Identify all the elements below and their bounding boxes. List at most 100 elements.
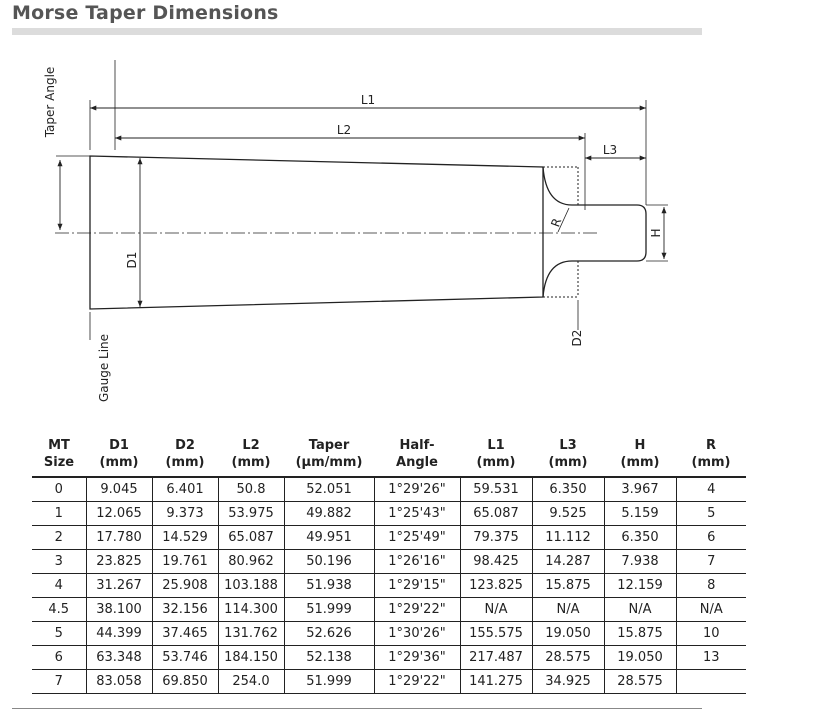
table-cell: 1°25'49"	[373, 525, 461, 550]
table-cell: 50.196	[283, 549, 375, 574]
column-header: D1 (mm)	[86, 432, 152, 477]
h-label: H	[649, 228, 663, 237]
table-cell: 9.525	[531, 501, 605, 526]
l2-label: L2	[337, 123, 351, 137]
table-cell: 51.999	[283, 669, 375, 694]
table-cell: 8	[675, 573, 746, 598]
table-cell: 17.780	[85, 525, 153, 550]
table-cell: 1°29'36"	[373, 645, 461, 670]
table-cell: N/A	[603, 597, 677, 622]
table-cell: 98.425	[459, 549, 533, 574]
table-row: 4 31.267 25.908 103.188 51.938 1°29'15" 123.82…	[32, 573, 746, 598]
table-cell: N/A	[675, 597, 746, 622]
table-cell: 52.051	[283, 476, 375, 502]
table-row: 4.5 38.100 32.156 114.300 51.999 1°29'22" N/A N…	[32, 597, 746, 622]
column-header-line: Angle	[396, 455, 438, 470]
table-cell: 103.188	[217, 573, 285, 598]
table-cell: 1°29'22"	[373, 597, 461, 622]
table-cell: 53.975	[217, 501, 285, 526]
table-cell: 32.156	[151, 597, 219, 622]
table-cell: 9.373	[151, 501, 219, 526]
table-cell: 52.626	[283, 621, 375, 646]
table-cell: 1	[32, 501, 87, 526]
table-cell: 65.087	[217, 525, 285, 550]
column-header-line: Half-	[399, 438, 435, 453]
table-row: 5 44.399 37.465 131.762 52.626 1°30'26" 155.57…	[32, 621, 746, 646]
table-cell: 25.908	[151, 573, 219, 598]
column-header-line: H	[634, 438, 646, 453]
table-cell: 19.050	[603, 645, 677, 670]
table-cell: 1°29'26"	[373, 476, 461, 502]
table-cell: 50.8	[217, 476, 285, 502]
table-cell: 123.825	[459, 573, 533, 598]
table-row: 1 12.065 9.373 53.975 49.882 1°25'43" 65.087 9.…	[32, 501, 746, 526]
table-cell: 14.287	[531, 549, 605, 574]
table-cell: 52.138	[283, 645, 375, 670]
table-cell: 0	[32, 476, 87, 502]
table-cell: 14.529	[151, 525, 219, 550]
column-header-line: D2	[175, 438, 195, 453]
column-header: MT Size	[32, 432, 86, 477]
table-cell: 4	[32, 573, 87, 598]
column-header: Taper (µm/mm)	[284, 432, 374, 477]
table-cell: 49.951	[283, 525, 375, 550]
table-cell: 4.5	[32, 597, 87, 622]
column-header-line: Size	[43, 455, 75, 470]
table-cell: 37.465	[151, 621, 219, 646]
table-body: 0 9.045 6.401 50.8 52.051 1°29'26" 59.531 6.350…	[32, 476, 746, 694]
table-cell: 141.275	[459, 669, 533, 694]
column-header-line: R	[705, 438, 716, 453]
r-leader	[557, 207, 570, 233]
table-row: 7 83.058 69.850 254.0 51.999 1°29'22" 141.275 3…	[32, 669, 746, 694]
table-cell: 1°30'26"	[373, 621, 461, 646]
table-cell: 51.999	[283, 597, 375, 622]
table-cell: 79.375	[459, 525, 533, 550]
table-cell: 51.938	[283, 573, 375, 598]
table-cell: 6.350	[531, 476, 605, 502]
table-cell: 1°26'16"	[373, 549, 461, 574]
table-cell: 1°29'22"	[373, 669, 461, 694]
taper-body	[89, 155, 544, 310]
table-cell: 9.045	[85, 476, 153, 502]
d2-label: D2	[570, 330, 584, 347]
column-header-line: (mm)	[548, 455, 588, 470]
table-cell: 5.159	[603, 501, 677, 526]
d1-label: D1	[125, 252, 139, 269]
table-cell: 83.058	[85, 669, 153, 694]
table-cell: 217.487	[459, 645, 533, 670]
table-cell: 13	[675, 645, 746, 670]
column-header: D2 (mm)	[152, 432, 218, 477]
table-cell: 49.882	[283, 501, 375, 526]
column-header: Half- Angle	[374, 432, 460, 477]
table-cell: 10	[675, 621, 746, 646]
table-cell	[675, 669, 746, 694]
table-cell: 7.938	[603, 549, 677, 574]
table-cell: 34.925	[531, 669, 605, 694]
table-cell: 69.850	[151, 669, 219, 694]
column-header: R (mm)	[676, 432, 746, 477]
title-underline	[12, 28, 702, 35]
column-header-line: L2	[242, 438, 260, 453]
table-cell: 65.087	[459, 501, 533, 526]
table-cell: 12.159	[603, 573, 677, 598]
table-cell: 4	[675, 476, 746, 502]
column-header-line: (mm)	[99, 455, 139, 470]
column-header: L2 (mm)	[218, 432, 284, 477]
table-cell: 155.575	[459, 621, 533, 646]
table-cell: 63.348	[85, 645, 153, 670]
table-cell: 131.762	[217, 621, 285, 646]
table-cell: 15.875	[603, 621, 677, 646]
gauge-line-label: Gauge Line	[97, 334, 111, 402]
table-header-row: MT Size D1 (mm) D2 (mm) L2 (mm) Taper (µm/mm) Half…	[32, 432, 746, 477]
table-cell: 28.575	[531, 645, 605, 670]
column-header-line: L1	[487, 438, 505, 453]
table-cell: 114.300	[217, 597, 285, 622]
table-cell: 15.875	[531, 573, 605, 598]
column-header-line: (mm)	[165, 455, 205, 470]
table-cell: 1°29'15"	[373, 573, 461, 598]
taper-angle-label: Taper Angle	[43, 67, 57, 139]
dimensions-table: MT Size D1 (mm) D2 (mm) L2 (mm) Taper (µm/mm) Half…	[32, 432, 746, 694]
column-header-line: Taper	[308, 438, 350, 453]
d2-dotted-lines	[543, 166, 579, 298]
table-cell: 11.112	[531, 525, 605, 550]
